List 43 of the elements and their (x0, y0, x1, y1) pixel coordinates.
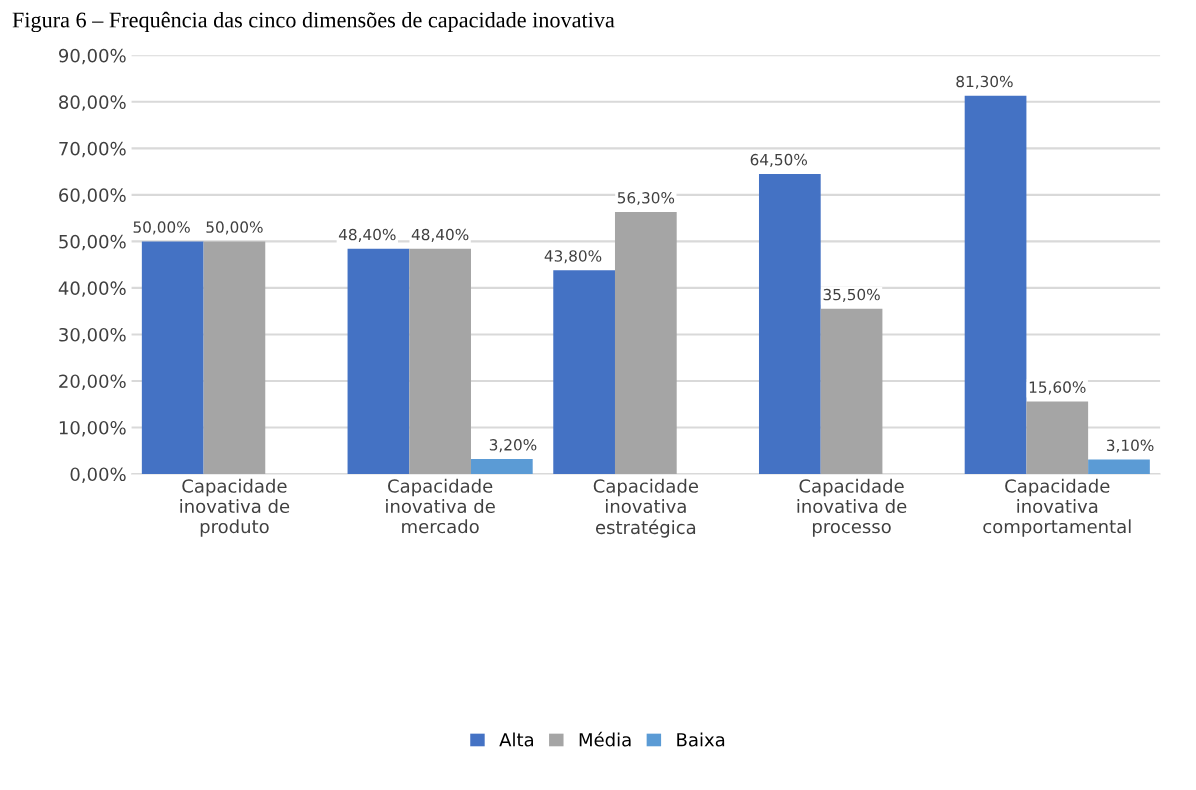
bar (141, 241, 204, 474)
data-label: 81,30% (956, 75, 1013, 89)
legend-label: Alta (499, 732, 533, 747)
y-tick-label: 60,00% (59, 188, 126, 204)
y-tick-label: 50,00% (59, 234, 126, 251)
data-label: 35,50% (823, 288, 880, 302)
chart-title: Figura 6 – Frequência das cinco dimensões de capacidade inovativa (12, 11, 615, 33)
bar (964, 95, 1027, 474)
data-label: 15,60% (1029, 381, 1086, 395)
y-tick-label: 80,00% (59, 95, 126, 111)
y-tick-label: 70,00% (59, 141, 126, 158)
data-label: 3,20% (489, 439, 537, 453)
data-label: 48,40% (411, 228, 469, 242)
data-label: 64,50% (750, 153, 808, 167)
data-label: 48,40% (338, 228, 396, 242)
bar (614, 212, 677, 474)
bar (409, 248, 471, 474)
bar (203, 241, 266, 474)
x-tick-label: Capacidade inovativa de mercado (386, 478, 495, 534)
data-label: 56,30% (617, 192, 675, 206)
data-label: 50,00% (206, 221, 263, 235)
x-tick-label: Capacidade inovativa de processo (797, 478, 907, 537)
y-tick-label: 40,00% (58, 281, 126, 297)
y-tick-label: 20,00% (59, 374, 126, 390)
y-tick-label: 90,00% (58, 48, 126, 65)
data-label: 43,80% (544, 250, 602, 264)
y-tick-label: 10,00% (59, 420, 126, 437)
bar (758, 173, 821, 474)
x-tick-label: Capacidade inovativa de produto (180, 478, 290, 537)
bar (553, 270, 615, 474)
bar (1088, 459, 1150, 474)
x-tick-label: Capacidade inovativa estratégica (593, 478, 698, 538)
legend-label: Baixa (677, 732, 725, 747)
bar (347, 248, 410, 474)
legend-label: Média (579, 731, 631, 747)
bar (1026, 401, 1089, 474)
data-label: 50,00% (133, 221, 190, 235)
y-tick-label: 0,00% (70, 467, 126, 483)
x-tick-label: Capacidade inovativa comportamental (983, 478, 1131, 537)
data-label: 3,10% (1106, 439, 1154, 453)
y-tick-label: 30,00% (59, 327, 126, 344)
bar (470, 459, 533, 474)
bar (820, 308, 883, 474)
